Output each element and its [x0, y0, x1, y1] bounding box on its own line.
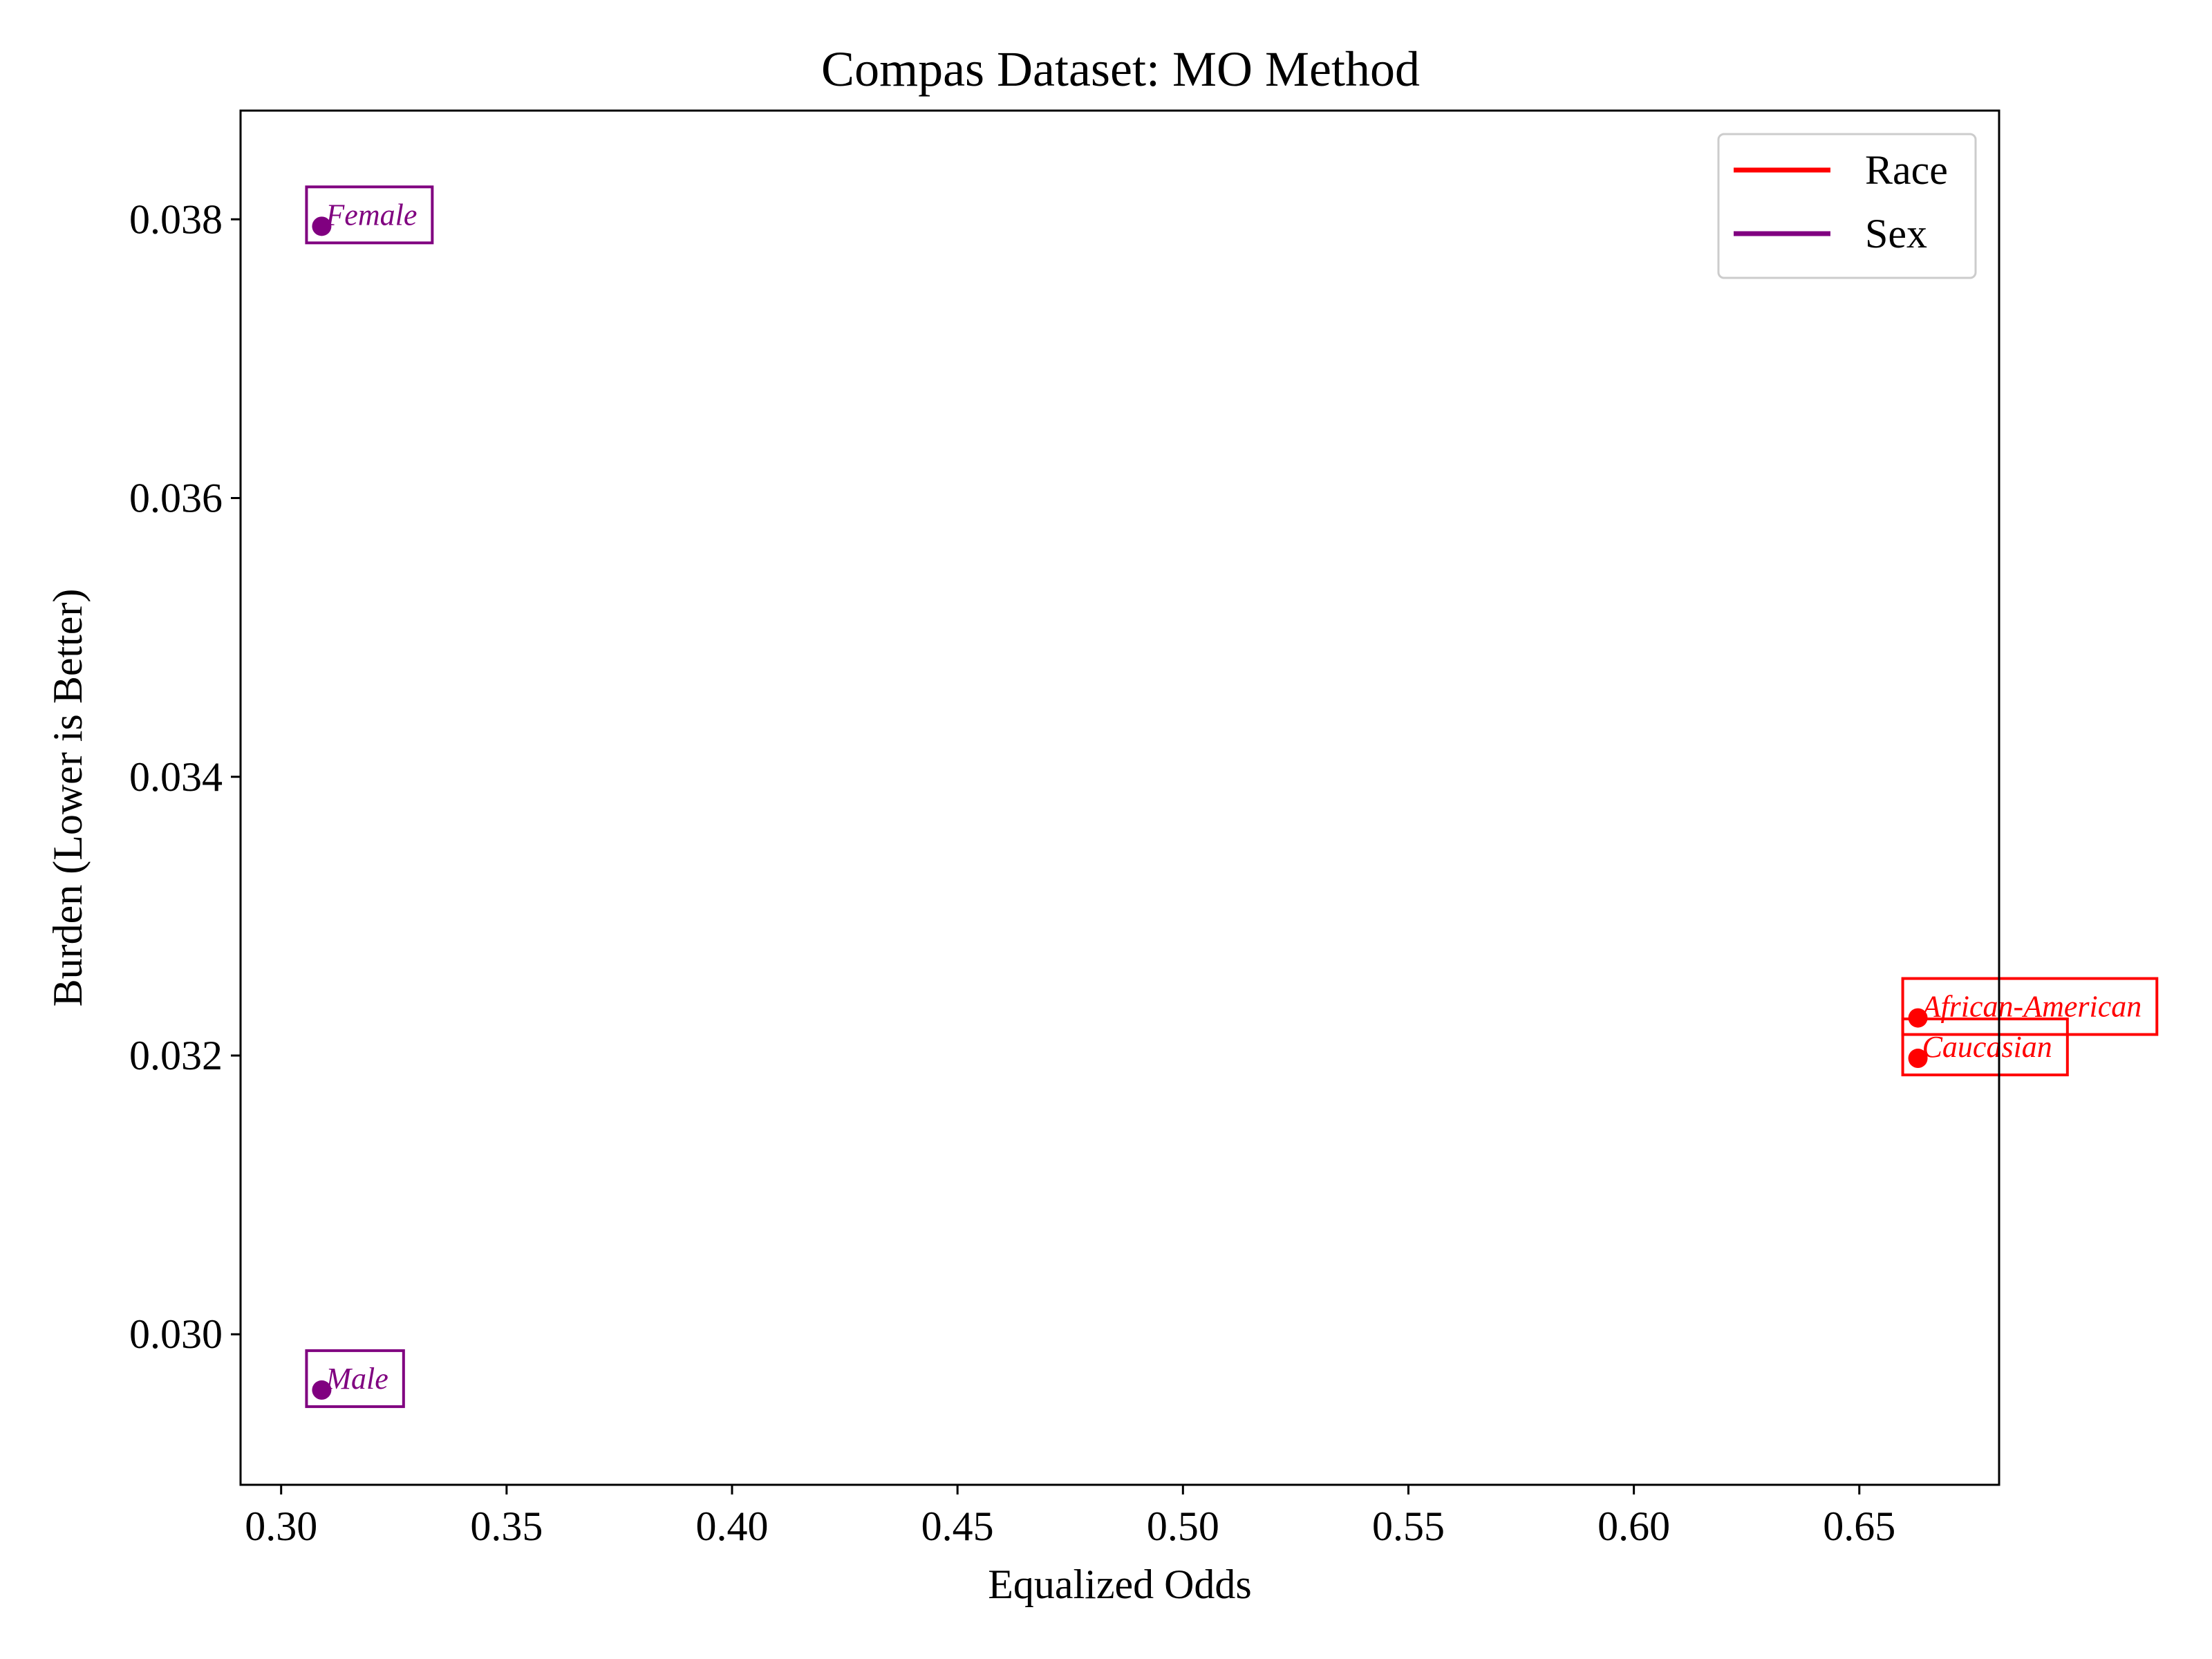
- y-axis-title: Burden (Lower is Better): [45, 589, 91, 1007]
- x-tick-label: 0.45: [921, 1503, 994, 1549]
- y-tick-label: 0.030: [129, 1311, 223, 1357]
- axis-ticks: 0.30 0.35 0.40 0.45 0.50 0.55 0.60 0.65 0.030 0.0…: [129, 196, 1895, 1549]
- x-tick-label: 0.60: [1597, 1503, 1670, 1549]
- x-tick-label: 0.50: [1147, 1503, 1219, 1549]
- data-point: [312, 216, 332, 236]
- point-label-box: [305, 185, 434, 245]
- point-label-box: [305, 1349, 405, 1408]
- y-tick-label: 0.038: [129, 196, 223, 242]
- data-point-group: Male: [305, 1349, 405, 1408]
- y-tick-label: 0.036: [129, 476, 223, 521]
- point-label-box: [1901, 1018, 2069, 1077]
- point-label: Male: [325, 1362, 388, 1396]
- data-point-group: Female: [305, 185, 434, 245]
- x-tick-label: 0.65: [1823, 1503, 1895, 1549]
- plot-area-frame: [239, 109, 2000, 1486]
- x-tick-label: 0.35: [470, 1503, 543, 1549]
- x-tick-label: 0.30: [245, 1503, 317, 1549]
- point-label-box: [1901, 977, 2159, 1036]
- legend-label-sex: Sex: [1865, 211, 1927, 256]
- x-tick-label: 0.55: [1372, 1503, 1445, 1549]
- chart-title: Compas Dataset: MO Method: [821, 41, 1420, 97]
- point-label: Caucasian: [1922, 1030, 2052, 1064]
- data-point: [312, 1380, 332, 1400]
- point-label: Female: [325, 198, 417, 232]
- data-point-group: Caucasian: [1901, 1018, 2069, 1077]
- legend-label-race: Race: [1865, 147, 1948, 193]
- x-axis-title: Equalized Odds: [988, 1562, 1252, 1607]
- legend: Race Sex: [1717, 133, 1977, 279]
- data-point: [1908, 1049, 1928, 1069]
- x-tick-label: 0.40: [696, 1503, 769, 1549]
- y-tick-label: 0.034: [129, 754, 223, 800]
- y-tick-label: 0.032: [129, 1033, 223, 1078]
